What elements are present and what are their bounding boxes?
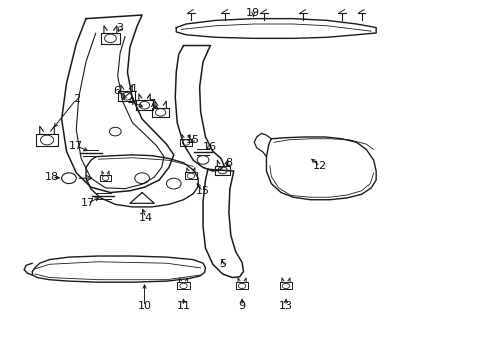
Text: 17: 17 (69, 141, 83, 151)
Text: 6: 6 (113, 86, 120, 96)
Text: 19: 19 (246, 8, 260, 18)
Text: 7: 7 (148, 99, 155, 109)
Text: 1: 1 (131, 84, 138, 94)
Text: 4: 4 (127, 97, 135, 107)
Text: 11: 11 (176, 301, 190, 311)
Text: 8: 8 (225, 158, 232, 168)
Text: 15: 15 (186, 135, 200, 145)
Text: 15: 15 (196, 186, 210, 197)
Text: 16: 16 (202, 142, 216, 152)
Text: 2: 2 (73, 94, 80, 104)
Text: 14: 14 (139, 213, 153, 222)
Text: 18: 18 (45, 172, 59, 182)
Text: 5: 5 (219, 259, 225, 269)
Text: 17: 17 (80, 198, 94, 208)
Text: 9: 9 (238, 301, 245, 311)
Text: 10: 10 (137, 301, 151, 311)
Text: 3: 3 (117, 23, 123, 33)
Text: 12: 12 (312, 161, 326, 171)
Text: 13: 13 (278, 301, 292, 311)
